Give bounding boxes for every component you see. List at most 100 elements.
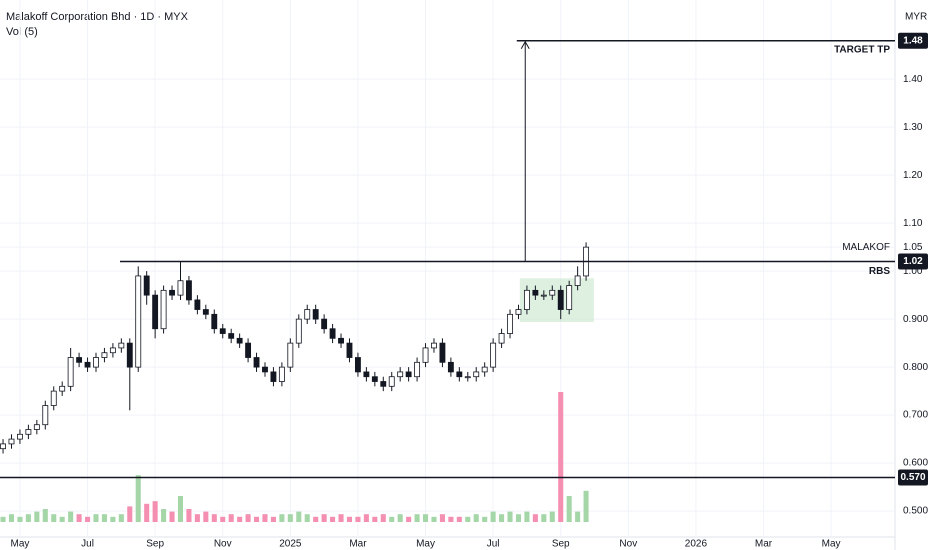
candle-body [338,337,344,344]
volume-bar [330,516,336,522]
candle-body [447,361,454,373]
candle-body [507,313,513,334]
candle-body [312,309,319,320]
candle-body [439,342,446,363]
candle-body [388,376,395,387]
volume-bar [68,511,74,522]
candle-body [194,299,201,310]
candle-body [135,275,142,368]
candle-body [498,333,505,344]
volume-bar [499,514,505,522]
volume-bar [203,511,209,522]
volume-bar [549,511,555,522]
volume-bar [186,509,192,522]
candle-body [422,347,429,363]
candle-body [295,318,302,344]
currency: MYR [905,12,927,23]
candle-body [126,342,133,368]
volume-bar [169,511,175,522]
y-tick-label: 1.30 [903,122,923,133]
candle-body [211,313,218,330]
candle-body [270,371,277,382]
volume-bar [51,514,57,522]
volume-bar [101,514,107,522]
candle-body [329,328,336,339]
candle-body [515,309,522,315]
volume-bar [448,516,454,522]
candle-body [262,366,268,373]
candle-body [557,289,564,310]
y-tick-label: 1.00 [903,266,923,277]
candle-body [245,342,252,358]
volume-bar [473,514,479,522]
symbol-label: MALAKOF [842,242,890,253]
candle-body [84,361,91,368]
candle-body [481,366,488,373]
candle-body [59,385,66,392]
volume-bar [524,511,530,522]
candle-body [346,342,353,358]
x-tick-label: Sep [146,539,164,550]
volume-bar [194,514,200,522]
volume-bar [279,514,285,522]
volume-bar [34,511,40,522]
candle-body [287,342,294,368]
volume-bar [127,506,133,522]
volume-bar [118,514,124,522]
volume-bar [482,516,488,522]
arrow-head [520,40,530,50]
candle-body [118,342,125,349]
level-name: TARGET TP [834,44,890,55]
x-tick-label: Sep [552,539,570,550]
volume-bar [456,516,462,522]
volume-bar [287,514,293,522]
volume-bar [422,514,429,522]
x-tick-label: Mar [349,539,367,550]
indicator-label: Vol (5) [6,26,38,38]
y-tick-label: 1.20 [903,170,923,181]
volume-bar [245,514,251,522]
volume-bar [355,516,361,522]
candle-body [186,280,192,301]
y-tick-label: 1.05 [903,242,923,253]
x-tick-label: 2026 [685,539,708,550]
price-box [898,469,928,486]
candle-body [278,366,285,382]
volume-bar [135,475,141,522]
volume-bar [338,514,344,522]
candle-body [431,342,437,349]
volume-bar [363,514,369,522]
y-tick-label: 0.600 [903,458,928,469]
candle-body [363,371,370,378]
volume-bar [558,392,564,522]
candle-body [304,309,311,320]
zone [519,278,594,323]
candle-body [405,371,412,378]
candle-body [17,433,23,440]
volume-bar [161,509,167,522]
volume-bar [346,516,353,522]
y-tick-label: 1.40 [903,74,923,85]
candle-body [380,381,387,387]
volume-bar [372,516,378,522]
volume-bar [321,514,327,522]
x-tick-label: Jul [487,539,500,550]
candle-body [152,294,159,330]
candle-body [549,289,556,296]
candle-body [354,357,361,373]
candle-body [228,333,235,339]
volume-bar [144,503,150,522]
volume-bar [25,514,31,522]
volume-bar [380,514,386,522]
price-box [898,32,928,49]
price-box [898,253,928,270]
candle-body [540,294,547,297]
candle-body [76,357,83,363]
volume-bar [575,511,581,522]
chart-title: Malakoff Corporation Bhd · 1D · MYX [6,11,189,23]
candle-body [236,337,243,344]
volume-bar [431,516,437,522]
volume-bar [42,509,48,522]
candle-body [414,361,421,378]
candle-body [143,275,150,296]
